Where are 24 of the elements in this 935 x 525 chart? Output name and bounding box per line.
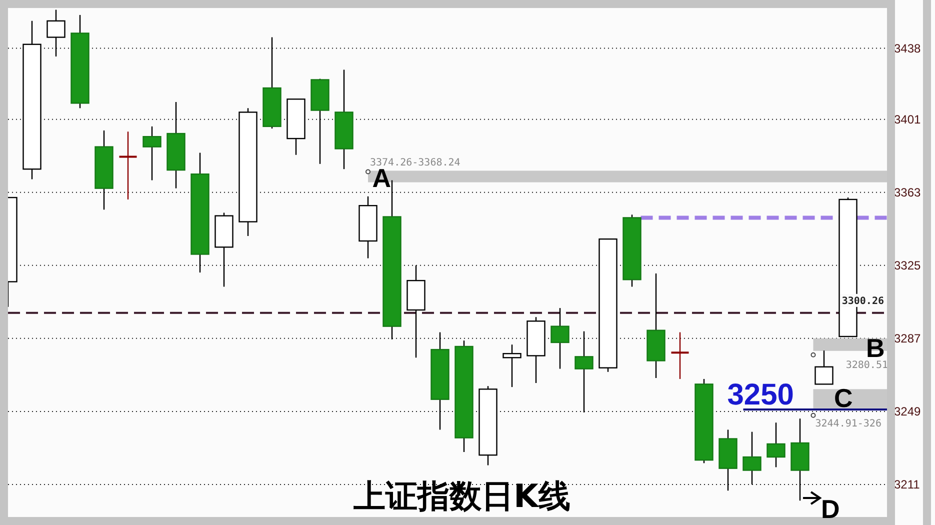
candlestick (46, 9, 66, 58)
ref-line-label: 3250 (727, 378, 794, 412)
annotation: D (821, 494, 840, 524)
y-tick-label: 3438 (894, 41, 922, 56)
candlestick (118, 131, 138, 200)
y-tick-label: 3249 (894, 404, 922, 419)
band-label: 3244.91-326 (815, 418, 882, 430)
candlestick (766, 422, 786, 468)
y-tick-label: 3325 (894, 258, 922, 273)
ref-line-label: 3300.26 (842, 296, 884, 307)
candlestick (742, 431, 762, 486)
band-label: 3374.26-3368.24 (370, 158, 460, 169)
candlestick (574, 330, 594, 414)
candlestick (502, 344, 522, 388)
y-tick-label: 3401 (894, 112, 922, 127)
band-label: 3280.51 (846, 360, 888, 371)
candlestick (550, 307, 570, 370)
candlestick (670, 332, 690, 380)
text: 上证指数日K线 (352, 477, 570, 515)
y-tick-label: 3211 (894, 478, 920, 492)
y-tick-label: 3363 (894, 186, 922, 200)
candlestick (142, 126, 162, 181)
y-tick-label: 3287 (894, 332, 922, 346)
annotation: C (834, 383, 853, 413)
